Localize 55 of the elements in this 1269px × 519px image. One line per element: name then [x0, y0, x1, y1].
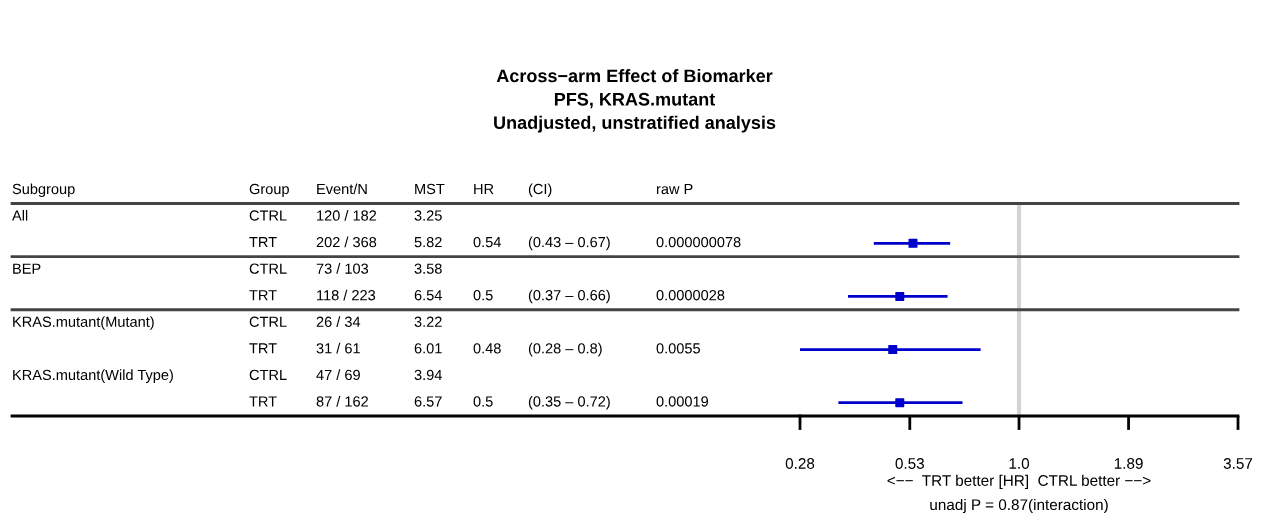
text: Group	[249, 183, 289, 198]
text: 120 / 182	[317, 209, 377, 221]
x-tick-label: 1.0	[1009, 458, 1030, 469]
text: 3.22	[414, 316, 442, 327]
text: 0.5	[473, 396, 493, 407]
x-axis-title: <−− TRT better [HR] CTRL better −−>	[887, 474, 1151, 489]
text: CTRL	[249, 369, 287, 381]
text: Subgroup	[12, 183, 75, 198]
text: 0.0055	[656, 343, 700, 354]
text: KRAS.mutant(Mutant)	[13, 316, 154, 330]
text: 6.54	[414, 290, 442, 301]
text: raw P	[656, 183, 693, 195]
text: HR	[474, 183, 494, 194]
text: TRT	[249, 290, 277, 301]
text: TRT	[249, 343, 277, 354]
x-tick-label: 1.89	[1114, 458, 1143, 469]
text: (0.43 – 0.67)	[528, 236, 610, 251]
text: 31 / 61	[316, 342, 360, 354]
text: 0.5	[473, 290, 493, 301]
text: 0.0000028	[656, 290, 725, 301]
text: (0.37 – 0.66)	[528, 289, 610, 304]
text: All	[12, 209, 28, 221]
text: 5.82	[414, 236, 442, 248]
text: CTRL	[249, 316, 287, 327]
text: 87 / 162	[316, 395, 368, 407]
text: (CI)	[528, 183, 552, 198]
text: 0.000000078	[656, 236, 741, 248]
text: 202 / 368	[316, 236, 377, 248]
text: (0.35 – 0.72)	[528, 395, 610, 410]
text: Event/N	[317, 183, 367, 195]
text: 0.48	[473, 343, 501, 354]
text: 118 / 223	[317, 289, 376, 301]
text: TRT	[249, 396, 277, 407]
text: Across−arm Effect of Biomarker PFS, KRAS.mutant Unadjusted, unstratified analysis	[494, 69, 776, 133]
text: KRAS.mutant(Wild Type)	[13, 369, 173, 383]
text: (0.28 – 0.8)	[528, 342, 602, 357]
text: 73 / 103	[316, 263, 369, 274]
text: 26 / 34	[316, 316, 361, 327]
text: 0.00019	[656, 396, 709, 407]
text: BEP	[13, 263, 41, 274]
text: unadj P = 0.87(interaction)	[930, 498, 1108, 514]
text: TRT	[249, 237, 277, 248]
text: 3.94	[414, 369, 442, 381]
text: CTRL	[249, 210, 287, 221]
text: 6.01	[414, 343, 442, 354]
text: MST	[415, 183, 445, 195]
x-tick-label: 3.57	[1223, 458, 1253, 469]
text: 3.58	[414, 263, 442, 274]
text: CTRL	[249, 263, 287, 274]
text: 0.54	[473, 236, 501, 248]
x-tick-label: 0.53	[895, 458, 924, 469]
text: 47 / 69	[316, 369, 360, 381]
x-tick-label: 0.28	[785, 458, 815, 469]
text: 6.57	[414, 396, 442, 407]
text: 3.25	[414, 210, 442, 221]
